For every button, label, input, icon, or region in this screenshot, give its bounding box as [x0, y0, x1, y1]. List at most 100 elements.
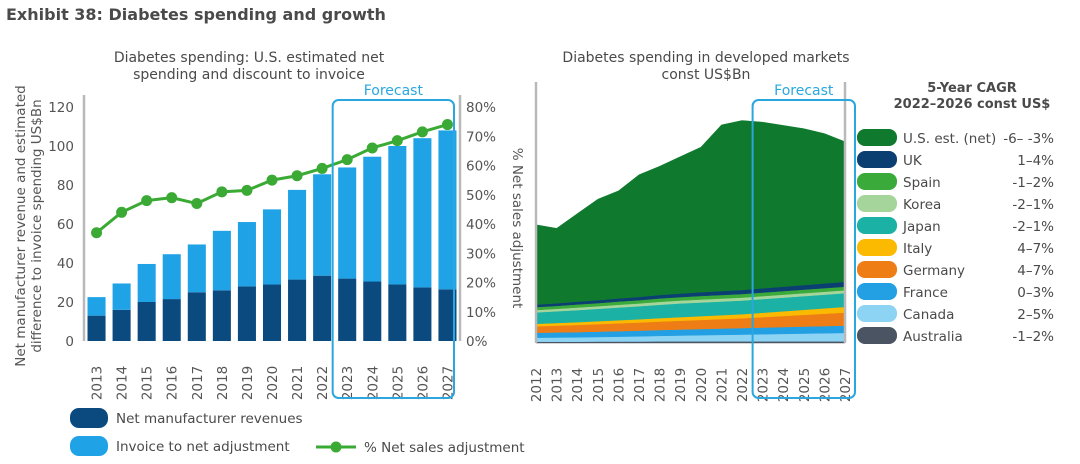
bar-invoice-adjustment	[187, 244, 206, 293]
net-sales-adjustment-point	[266, 174, 278, 186]
left-y2-tick-label: 40%	[466, 217, 496, 233]
bar-net-revenue	[212, 290, 231, 341]
legend-label: Invoice to net adjustment	[116, 439, 290, 455]
bar-invoice-adjustment	[288, 189, 307, 280]
bar-net-revenue	[262, 284, 282, 341]
net-sales-adjustment-point	[291, 170, 303, 182]
left-x-tick-label: 2019	[240, 366, 256, 400]
net-sales-adjustment-point	[391, 135, 403, 147]
net-sales-adjustment-point	[366, 142, 378, 154]
bar-invoice-adjustment	[313, 174, 332, 276]
legend-label: U.S. est. (net)	[903, 131, 996, 147]
left-y-axis-label-line2: difference to invoice spending US$Bn	[29, 99, 45, 352]
legend-swatch-net-sales-dot	[330, 441, 342, 453]
net-sales-adjustment-point	[441, 119, 453, 131]
bar-invoice-adjustment	[338, 167, 357, 279]
legend-swatch-canada	[857, 305, 897, 322]
right-x-tick-label: 2012	[529, 368, 545, 402]
legend-swatch-italy	[857, 239, 897, 256]
left-x-tick-label: 2024	[365, 366, 381, 400]
net-sales-adjustment-point	[166, 192, 178, 204]
left-x-tick-label: 2027	[440, 366, 456, 400]
left-y2-tick-label: 0%	[466, 334, 488, 350]
net-sales-adjustment-point	[141, 195, 153, 207]
bar-net-revenue	[338, 278, 357, 341]
left-legend: Net manufacturer revenues Invoice to net …	[70, 408, 525, 456]
left-y-tick-label: 80	[57, 178, 74, 194]
legend-swatch-korea	[857, 195, 897, 212]
legend-cagr-value: -2–1%	[1012, 219, 1054, 235]
left-y-tick-label: 20	[57, 295, 74, 311]
left-y2-tick-label: 20%	[466, 276, 496, 292]
legend-cagr-value: 4–7%	[1017, 241, 1054, 257]
bar-invoice-adjustment	[438, 130, 457, 290]
left-x-tick-label: 2021	[290, 366, 306, 400]
legend-label: France	[903, 285, 948, 301]
bar-invoice-adjustment	[413, 138, 432, 288]
left-x-tick-label: 2014	[115, 366, 131, 400]
left-y2-tick-label: 60%	[466, 159, 496, 175]
legend-swatch-u-s-est-net	[857, 129, 897, 146]
net-sales-adjustment-point	[91, 227, 103, 239]
left-y2-axis-label: % Net sales adjustment	[509, 148, 525, 309]
left-y2-tick-label: 50%	[466, 188, 496, 204]
bar-net-revenue	[137, 302, 156, 341]
legend-cagr-value: -1–2%	[1012, 329, 1054, 345]
legend-cagr-value: -2–1%	[1012, 197, 1054, 213]
legend-cagr-value: -6– -3%	[1003, 131, 1054, 147]
bar-invoice-adjustment	[388, 146, 407, 285]
legend-swatch-spain	[857, 173, 897, 190]
area-u-s-est-net	[535, 120, 846, 305]
right-x-tick-label: 2021	[714, 368, 730, 402]
legend-swatch-japan	[857, 217, 897, 234]
legend-label: Japan	[902, 219, 941, 235]
net-sales-adjustment-point	[241, 184, 253, 196]
right-x-tick-label: 2023	[756, 368, 772, 402]
left-forecast-box	[331, 99, 455, 399]
exhibit-title: Exhibit 38: Diabetes spending and growth	[6, 5, 386, 24]
right-x-tick-label: 2026	[817, 368, 833, 402]
left-x-tick-label: 2017	[190, 366, 206, 400]
bar-invoice-adjustment	[262, 209, 282, 285]
bar-net-revenue	[313, 275, 332, 341]
left-x-tick-label: 2025	[390, 366, 406, 400]
right-x-tick-label: 2016	[611, 368, 627, 402]
legend-label: Spain	[903, 175, 941, 191]
right-x-tick-label: 2020	[694, 368, 710, 402]
legend-cagr-value: 1–4%	[1017, 153, 1054, 169]
net-sales-adjustment-point	[316, 162, 328, 174]
left-y-axis-label-line1: Net manufacturer revenue and estimated	[13, 85, 29, 366]
left-y2-tick-label: 30%	[466, 246, 496, 262]
left-x-tick-label: 2015	[140, 366, 156, 400]
left-chart-title-line1: Diabetes spending: U.S. estimated net	[114, 50, 385, 66]
net-sales-adjustment-point	[116, 206, 128, 218]
left-x-tick-label: 2020	[265, 366, 281, 400]
legend-label: UK	[903, 153, 923, 169]
legend-cagr-value: 4–7%	[1017, 263, 1054, 279]
right-x-tick-label: 2015	[591, 368, 607, 402]
legend-swatch-australia	[857, 327, 897, 344]
right-plot-area: 2012 2013 2014 2015 2016 2017 2018 2019 2020 2021…	[529, 82, 856, 402]
legend-swatch-uk	[857, 151, 897, 168]
right-x-tick-label: 2027	[838, 368, 854, 402]
left-x-tick-label: 2016	[165, 366, 181, 400]
bar-net-revenue	[438, 289, 457, 341]
legend-label: % Net sales adjustment	[364, 440, 525, 456]
left-forecast-label: Forecast	[364, 83, 424, 99]
legend-label: Italy	[903, 241, 932, 257]
bar-net-revenue	[87, 315, 106, 341]
cagr-header-line2: 2022–2026 const US$	[894, 97, 1051, 112]
bar-invoice-adjustment	[112, 283, 131, 310]
left-x-tick-label: 2013	[90, 366, 106, 400]
bar-net-revenue	[363, 281, 382, 341]
left-y-tick-label: 0	[65, 334, 74, 350]
bar-invoice-adjustment	[363, 156, 382, 282]
legend-label: Canada	[903, 307, 954, 323]
left-y-tick-label: 60	[57, 217, 74, 233]
legend-label: Germany	[903, 263, 965, 279]
right-forecast-label: Forecast	[774, 83, 834, 99]
right-forecast-box	[751, 99, 856, 399]
bar-invoice-adjustment	[137, 263, 156, 302]
legend-swatch-net-revenues	[70, 408, 108, 428]
